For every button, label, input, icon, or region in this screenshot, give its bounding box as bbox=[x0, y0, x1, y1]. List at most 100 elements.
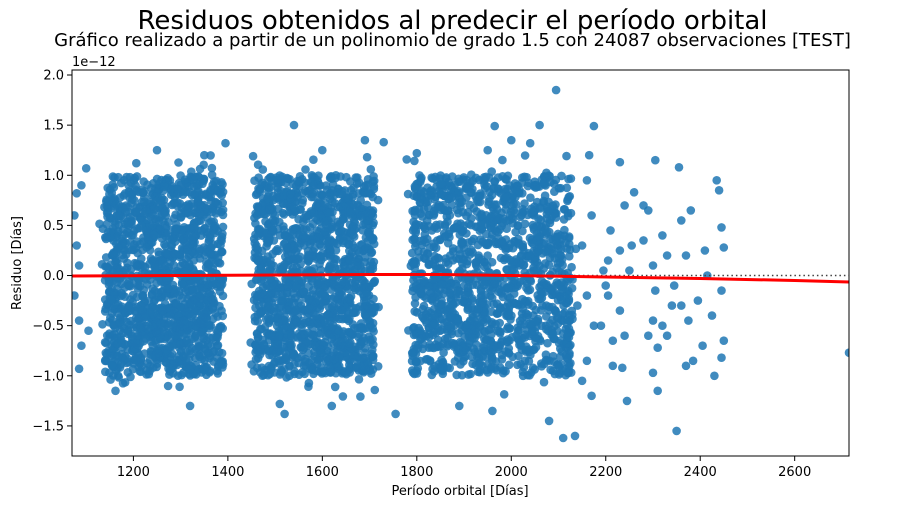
cluster-point bbox=[443, 333, 452, 343]
cluster-point bbox=[356, 392, 365, 401]
cluster-point bbox=[172, 184, 182, 194]
cluster-point bbox=[189, 256, 199, 265]
cluster-point bbox=[297, 352, 306, 361]
cluster-point bbox=[329, 301, 339, 310]
cluster-point bbox=[179, 352, 188, 362]
cluster-point bbox=[503, 322, 513, 332]
scatter-point bbox=[651, 286, 660, 295]
cluster-point bbox=[149, 258, 159, 268]
cluster-point bbox=[287, 341, 296, 350]
cluster-point bbox=[439, 348, 448, 357]
cluster-point bbox=[526, 350, 535, 360]
cluster-point bbox=[191, 278, 201, 287]
cluster-point bbox=[366, 335, 375, 345]
cluster-point bbox=[269, 236, 279, 245]
cluster-point bbox=[143, 324, 152, 334]
scatter-point bbox=[558, 433, 568, 443]
cluster-point bbox=[213, 333, 222, 342]
cluster-point bbox=[346, 331, 356, 340]
cluster-point bbox=[123, 368, 133, 377]
cluster-point bbox=[429, 367, 439, 376]
cluster-point bbox=[290, 241, 299, 250]
cluster-point bbox=[175, 340, 185, 349]
cluster-point bbox=[419, 291, 429, 301]
scatter-point bbox=[455, 401, 464, 411]
cluster-point bbox=[124, 229, 134, 238]
cluster-point bbox=[131, 306, 140, 316]
cluster-point bbox=[421, 254, 430, 264]
cluster-point bbox=[442, 173, 451, 182]
cluster-point bbox=[329, 238, 339, 248]
scatter-point bbox=[653, 343, 662, 353]
scatter-point bbox=[573, 301, 582, 310]
cluster-point bbox=[499, 390, 509, 399]
cluster-point bbox=[309, 155, 318, 164]
cluster-point bbox=[484, 283, 494, 292]
cluster-point bbox=[175, 382, 184, 392]
cluster-point bbox=[333, 362, 342, 372]
cluster-point bbox=[217, 306, 226, 316]
cluster-point bbox=[110, 204, 119, 213]
cluster-point bbox=[98, 320, 107, 329]
cluster-point bbox=[326, 191, 335, 200]
y-offset-label: 1e−12 bbox=[72, 55, 116, 70]
cluster-point bbox=[423, 197, 433, 206]
scatter-point bbox=[644, 331, 653, 341]
x-tick-label: 2200 bbox=[589, 465, 622, 480]
cluster-point bbox=[504, 348, 513, 357]
cluster-point bbox=[309, 192, 318, 202]
cluster-point bbox=[218, 324, 227, 333]
cluster-point bbox=[100, 307, 110, 316]
cluster-point bbox=[412, 357, 421, 366]
cluster-point bbox=[522, 283, 531, 293]
cluster-point bbox=[439, 364, 448, 373]
cluster-point bbox=[252, 291, 262, 301]
cluster-point bbox=[361, 252, 370, 262]
scatter-point bbox=[719, 243, 729, 252]
scatter-point bbox=[488, 406, 497, 416]
cluster-point bbox=[456, 225, 465, 234]
cluster-point bbox=[560, 308, 569, 318]
scatter-point bbox=[72, 291, 79, 300]
cluster-point bbox=[113, 172, 123, 182]
cluster-point bbox=[216, 358, 226, 368]
cluster-point bbox=[564, 174, 573, 184]
cluster-point bbox=[112, 278, 122, 287]
cluster-point bbox=[477, 220, 486, 230]
cluster-point bbox=[429, 211, 439, 220]
scatter-point bbox=[525, 138, 535, 148]
cluster-point bbox=[132, 292, 142, 302]
cluster-point bbox=[474, 191, 483, 201]
cluster-point bbox=[520, 151, 530, 160]
cluster-point bbox=[525, 251, 535, 261]
cluster-point bbox=[212, 186, 222, 195]
cluster-point bbox=[281, 352, 290, 362]
scatter-point bbox=[674, 163, 684, 172]
cluster-point bbox=[368, 351, 378, 361]
cluster-point bbox=[344, 240, 354, 249]
cluster-point bbox=[479, 176, 488, 185]
cluster-point bbox=[487, 363, 496, 372]
cluster-point bbox=[299, 241, 309, 250]
cluster-point bbox=[344, 316, 354, 326]
cluster-point bbox=[363, 236, 373, 246]
x-tick-label: 2000 bbox=[495, 465, 528, 480]
cluster-point bbox=[199, 365, 209, 375]
scatter-point bbox=[72, 189, 81, 198]
cluster-point bbox=[165, 311, 175, 320]
cluster-point bbox=[473, 367, 483, 377]
cluster-point bbox=[419, 301, 429, 311]
scatter-point bbox=[717, 223, 726, 232]
scatter-point bbox=[648, 316, 658, 325]
cluster-point bbox=[410, 184, 420, 193]
cluster-point bbox=[433, 253, 443, 263]
cluster-point bbox=[546, 365, 555, 375]
cluster-point bbox=[268, 226, 278, 235]
cluster-point bbox=[210, 221, 220, 231]
cluster-point bbox=[316, 252, 326, 261]
cluster-point bbox=[159, 216, 168, 226]
scatter-point bbox=[318, 145, 327, 155]
cluster-point bbox=[212, 366, 222, 376]
cluster-point bbox=[355, 286, 364, 296]
cluster-point bbox=[134, 276, 144, 285]
